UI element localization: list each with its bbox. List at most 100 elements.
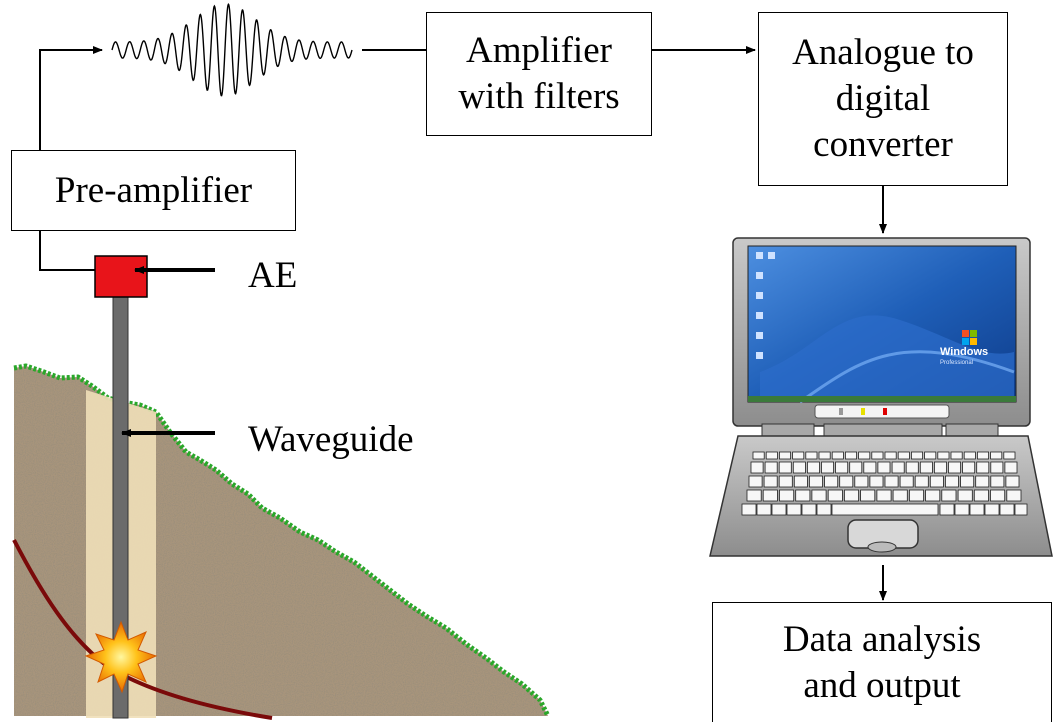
ae-sensor: [94, 255, 148, 298]
keyboard-key: [801, 503, 817, 516]
windows-logo-icon: [962, 330, 977, 345]
keyboard-key: [919, 461, 933, 474]
keyboard-key: [1003, 451, 1016, 460]
keyboard-key: [807, 461, 820, 474]
keyboard-key: [948, 461, 962, 474]
screen-wave-highlight: [799, 350, 1015, 404]
ae-waveform: [111, 2, 353, 97]
keyboard-key: [954, 503, 970, 516]
keyboard-key: [746, 489, 762, 502]
ae-label: AE: [248, 255, 298, 296]
keyboard-key: [763, 475, 778, 488]
keyboard-key: [884, 475, 899, 488]
keyboard-key: [752, 451, 765, 460]
keyboard-key: [969, 503, 985, 516]
keyboard-key: [973, 489, 989, 502]
keyboard-key: [905, 461, 919, 474]
keyboard-key: [821, 461, 835, 474]
keyboard-key: [854, 475, 869, 488]
keyboard-key: [779, 451, 792, 460]
keyboard-key: [984, 503, 1000, 516]
keyboard-key: [786, 503, 802, 516]
keyboard-key: [911, 451, 924, 460]
keyboard-key: [939, 503, 955, 516]
keyboard-key: [877, 461, 891, 474]
keyboard-key: [779, 489, 795, 502]
keyboard-key: [809, 475, 823, 488]
keyboard-key: [792, 451, 805, 460]
keyboard-key: [844, 489, 860, 502]
keyboard-key: [835, 461, 849, 474]
keyboard-key: [950, 451, 963, 460]
slope: [12, 285, 551, 720]
keyboard-key: [805, 451, 818, 460]
status-bar: [814, 404, 950, 419]
sensor-to-preamp-line: [39, 230, 95, 271]
keyboard-key: [990, 461, 1004, 474]
keyboard-key: [818, 451, 831, 460]
keyboard-key: [1005, 475, 1020, 488]
keyboard-key: [771, 503, 787, 516]
keyboard-key: [748, 475, 763, 488]
touchpad-button: [867, 541, 897, 553]
amplifier-label: Amplifier with filters: [458, 30, 620, 117]
laptop: Windows Professional: [709, 237, 1053, 557]
preamp-to-signal-line: [39, 46, 103, 150]
keyboard-key: [741, 503, 757, 516]
keyboard-key: [839, 475, 854, 488]
keyboard: [741, 451, 1028, 516]
adc-label: Analogue to digital converter: [792, 32, 974, 165]
keyboard-key: [963, 451, 976, 460]
keyboard-key: [945, 475, 959, 488]
signal-lines: [39, 46, 887, 601]
os-logo-text: Windows: [940, 346, 988, 358]
keyboard-key: [792, 461, 806, 474]
keyboard-key: [831, 451, 844, 460]
keyboard-key: [756, 503, 772, 516]
pre-amplifier-label: Pre-amplifier: [54, 169, 253, 211]
data-analysis-label: Data analysis and output: [782, 618, 982, 706]
keyboard-key: [924, 451, 937, 460]
keyboard-key: [793, 475, 808, 488]
desktop-icons: [756, 252, 775, 359]
pre-amplifier-box: Pre-amplifier: [11, 150, 296, 231]
keyboard-key: [929, 475, 944, 488]
keyboard-key: [795, 489, 811, 502]
keyboard-key: [765, 451, 778, 460]
keyboard-key: [990, 475, 1005, 488]
keyboard-key: [962, 461, 976, 474]
keyboard-key: [957, 489, 973, 502]
os-edition-text: Professional: [940, 360, 973, 366]
keyboard-key: [778, 461, 792, 474]
keyboard-key: [849, 461, 863, 474]
keyboard-key: [925, 489, 941, 502]
status-led-red: [883, 408, 887, 415]
keyboard-key: [811, 489, 827, 502]
keyboard-key: [937, 451, 950, 460]
space-bar: [831, 503, 939, 516]
keyboard-key: [975, 475, 990, 488]
keyboard-key: [976, 461, 990, 474]
keyboard-key: [941, 489, 957, 502]
taskbar: [748, 396, 1016, 402]
keyboard-key: [891, 461, 905, 474]
keyboard-key: [762, 489, 778, 502]
keyboard-key: [750, 461, 764, 474]
status-led-yellow: [861, 408, 865, 415]
grass-line: [13, 363, 551, 718]
keyboard-key: [778, 475, 793, 488]
keyboard-key: [1006, 489, 1022, 502]
keyboard-key: [827, 489, 843, 502]
status-led-grey: [839, 408, 843, 415]
screen-wave: [760, 315, 1014, 402]
keyboard-key: [909, 489, 925, 502]
keyboard-key: [892, 489, 908, 502]
keyboard-key: [824, 475, 839, 488]
waveguide-label: Waveguide: [248, 419, 414, 460]
keyboard-key: [858, 451, 871, 460]
keyboard-key: [960, 475, 975, 488]
keyboard-key: [990, 451, 1003, 460]
keyboard-key: [860, 489, 876, 502]
keyboard-key: [871, 451, 884, 460]
